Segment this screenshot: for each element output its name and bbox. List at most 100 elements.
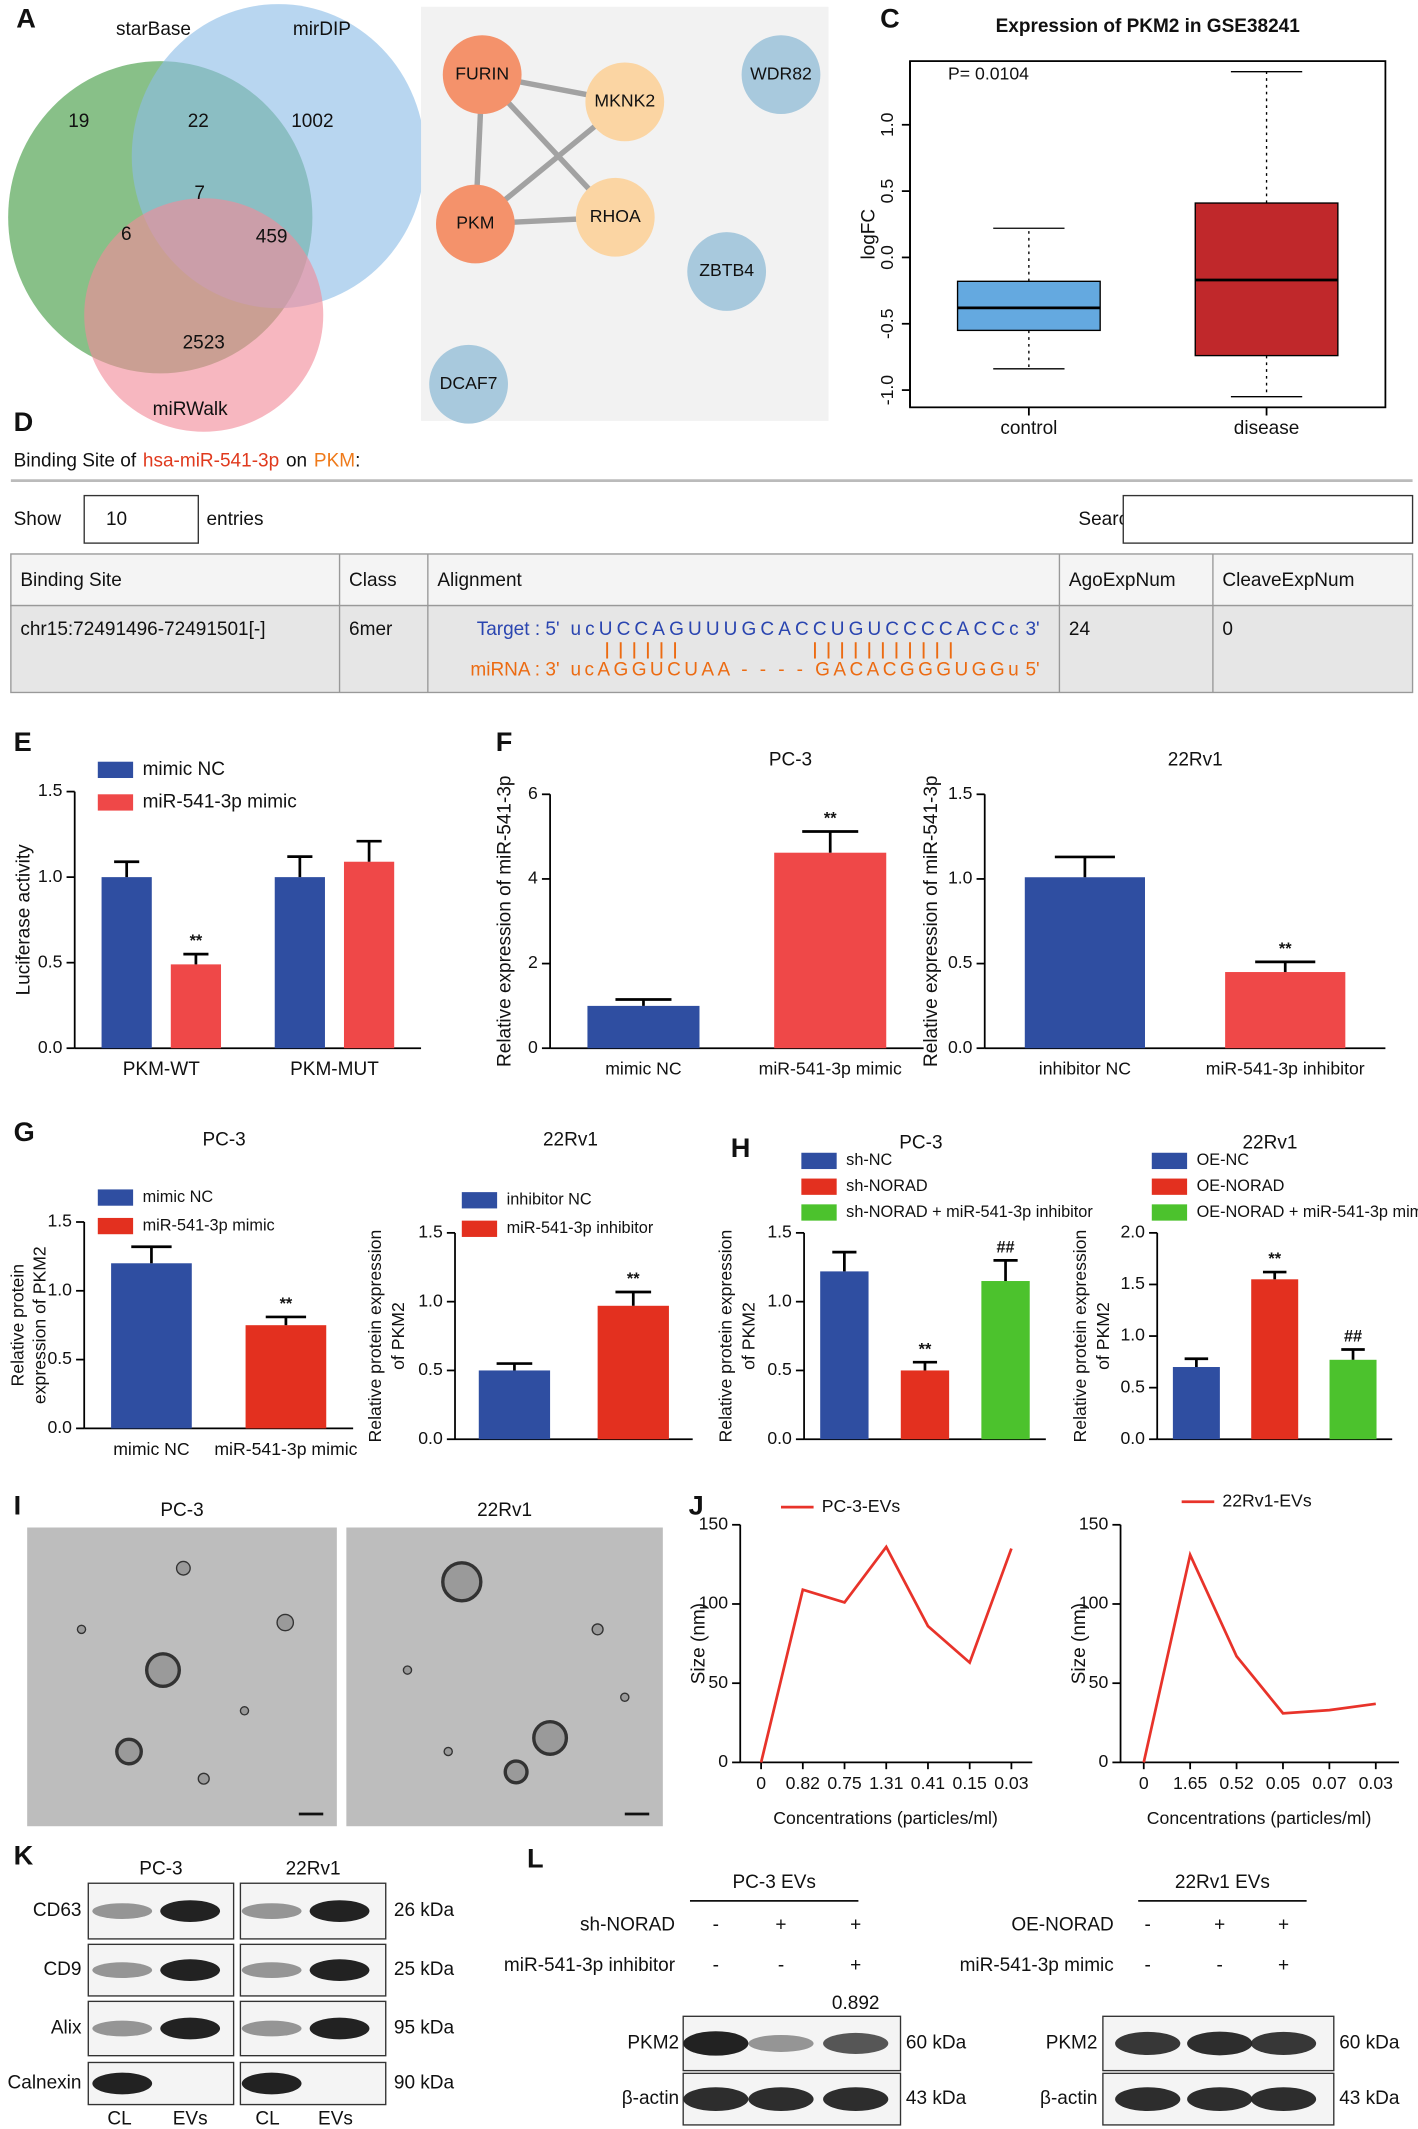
y-tick-label: 150 <box>699 1513 729 1533</box>
alignment-label: Target : 5' <box>477 619 560 640</box>
protein-label: Alix <box>51 2018 82 2039</box>
protein-label: CD63 <box>33 1900 82 1921</box>
blot-band <box>160 1900 221 1922</box>
x-tick-label: 1.31 <box>869 1773 903 1793</box>
network-node-label: MKNK2 <box>594 90 655 110</box>
x-tick-label: mimic NC <box>605 1059 682 1079</box>
x-tick-label: 0.03 <box>1359 1773 1394 1793</box>
legend-label: 22Rv1-EVs <box>1222 1490 1311 1510</box>
protein-label: β-actin <box>622 2088 679 2109</box>
y-tick-label: 0 <box>528 1037 538 1057</box>
bar <box>1329 1359 1377 1440</box>
network-node-label: RHOA <box>590 206 641 226</box>
y-tick-label: 0.0 <box>38 1037 63 1057</box>
panel-label: L <box>527 1842 544 1873</box>
condition-sign: - <box>1217 1955 1223 1976</box>
bar <box>343 861 395 1049</box>
significance: ## <box>1344 1328 1362 1346</box>
venn-count: 6 <box>121 224 132 245</box>
title-part: hsa-miR-541-3p <box>143 451 279 472</box>
x-tick-label: miR-541-3p mimic <box>759 1059 902 1079</box>
blot-band <box>92 2020 153 2037</box>
blot-title: PC-3 EVs <box>732 1872 815 1893</box>
table-title: Binding Site of hsa-miR-541-3p on PKM: <box>14 451 361 472</box>
venn-set-label: miRWalk <box>153 399 228 420</box>
venn-count: 7 <box>194 183 205 204</box>
chart-title: Expression of PKM2 in GSE38241 <box>996 16 1301 37</box>
micrograph-label: PC-3 <box>160 1500 203 1521</box>
legend-label: miR-541-3p mimic <box>143 791 297 812</box>
search-input <box>1122 494 1414 544</box>
venn-set <box>84 198 324 432</box>
y-tick-label: 1.0 <box>47 1279 72 1299</box>
venn-count: 22 <box>188 111 209 132</box>
blot-band <box>241 2020 302 2037</box>
size-label: 90 kDa <box>394 2073 455 2094</box>
bar <box>1172 1367 1220 1440</box>
condition-sign: + <box>850 1955 861 1976</box>
blot-band <box>241 1962 302 1979</box>
blot-band <box>241 2072 302 2095</box>
y-tick-label: 50 <box>708 1672 728 1692</box>
significance: ** <box>627 1270 640 1288</box>
panel-label: F <box>496 726 513 757</box>
legend-swatch <box>97 794 134 811</box>
vesicle <box>144 1652 181 1689</box>
blot-frame <box>239 2061 387 2106</box>
cell-label: 22Rv1 <box>286 1859 341 1880</box>
blot-band <box>92 1962 153 1979</box>
significance: ** <box>1279 940 1292 958</box>
table-header: AgoExpNum <box>1069 570 1176 591</box>
annotation: P= 0.0104 <box>948 63 1029 83</box>
entries-count: 10 <box>106 509 127 530</box>
network-node <box>429 344 508 424</box>
blot-band <box>748 2087 814 2112</box>
x-tick-label: disease <box>1234 418 1300 439</box>
bar <box>478 1370 551 1440</box>
significance: ## <box>996 1238 1014 1256</box>
y-axis-label: Size (nm) <box>689 1603 710 1684</box>
y-tick-label: -0.5 <box>877 308 897 339</box>
blot-band <box>309 1900 370 1922</box>
chart-title: 22Rv1 <box>1242 1132 1297 1153</box>
lane-label: EVs <box>173 2109 208 2129</box>
panel-label: I <box>14 1489 22 1520</box>
table-header: Alignment <box>437 570 522 591</box>
blot-band <box>92 2072 153 2095</box>
lane-label: EVs <box>318 2109 353 2129</box>
entries-label: entries <box>206 509 263 530</box>
blot-band <box>160 1959 221 1982</box>
condition-label: miR-541-3p inhibitor <box>504 1955 676 1976</box>
title-part: Binding Site of <box>14 451 137 472</box>
network-node <box>585 62 665 142</box>
legend-swatch <box>801 1204 837 1221</box>
vesicle <box>441 1561 483 1603</box>
vesicle <box>503 1759 529 1785</box>
protein-label: CD9 <box>43 1959 81 1980</box>
size-label: 26 kDa <box>394 1900 455 1921</box>
vesicle <box>76 1624 87 1635</box>
y-tick-label: 0.5 <box>877 179 897 204</box>
condition-sign: - <box>1145 1955 1151 1976</box>
chart-title: PC-3 <box>769 749 812 770</box>
size-label: 60 kDa <box>906 2032 967 2053</box>
network-node <box>741 35 821 115</box>
blot-band <box>241 1903 302 1919</box>
chart-title: 22Rv1 <box>543 1130 598 1151</box>
x-tick-label: 0.75 <box>827 1773 862 1793</box>
table-header: Binding Site <box>20 570 121 591</box>
venn-set-label: mirDIP <box>293 19 351 40</box>
y-tick-label: 2 <box>528 952 538 972</box>
venn-set-label: starBase <box>116 19 191 40</box>
network-node-label: DCAF7 <box>440 373 498 393</box>
condition-label: OE-NORAD <box>1011 1914 1113 1935</box>
legend-label: OE-NORAD <box>1197 1177 1285 1195</box>
significance: ** <box>1268 1250 1281 1268</box>
vesicle <box>620 1692 630 1702</box>
vesicle <box>532 1719 569 1756</box>
bar <box>1024 877 1145 1049</box>
x-tick-label: 0 <box>1139 1773 1149 1793</box>
y-tick-label: 1.0 <box>418 1290 443 1310</box>
x-tick-label: 0.05 <box>1266 1773 1301 1793</box>
legend-swatch <box>97 1189 134 1206</box>
